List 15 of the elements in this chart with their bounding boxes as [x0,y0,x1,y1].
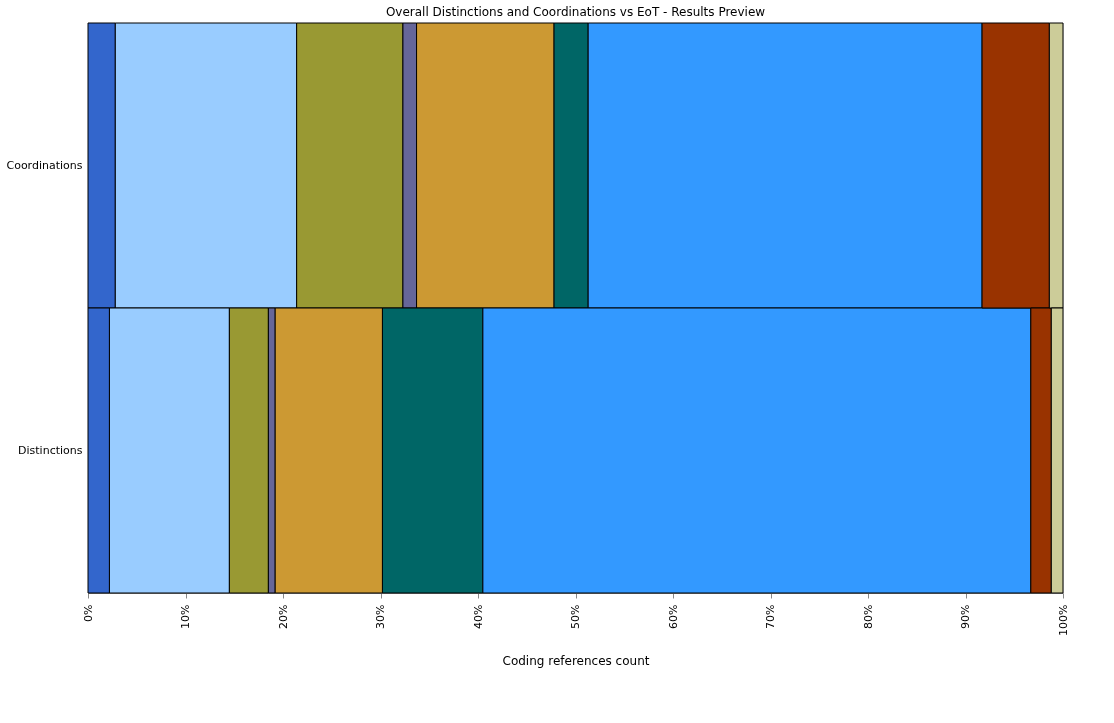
x-tick-label: 10% [179,604,192,629]
chart-title: Overall Distinctions and Coordinations vs EoT - Results Preview [385,4,766,19]
x-tick-label: 40% [471,604,485,629]
x-tick-label: 100% [1056,604,1070,636]
x-tick-label: 50% [569,604,582,629]
x-tick-label: 90% [959,604,972,629]
x-tick-label: 0% [81,604,95,622]
y-tick-label: Distinctions [18,443,83,457]
x-tick-label: 70% [764,604,777,629]
x-tick-label: 30% [374,604,387,629]
x-tick-label: 20% [276,604,290,629]
x-tick-label: 80% [861,604,875,629]
x-tick-label: 60% [666,604,680,629]
y-tick-label: Coordinations [6,158,83,172]
x-axis-title: Coding references count [502,653,650,668]
